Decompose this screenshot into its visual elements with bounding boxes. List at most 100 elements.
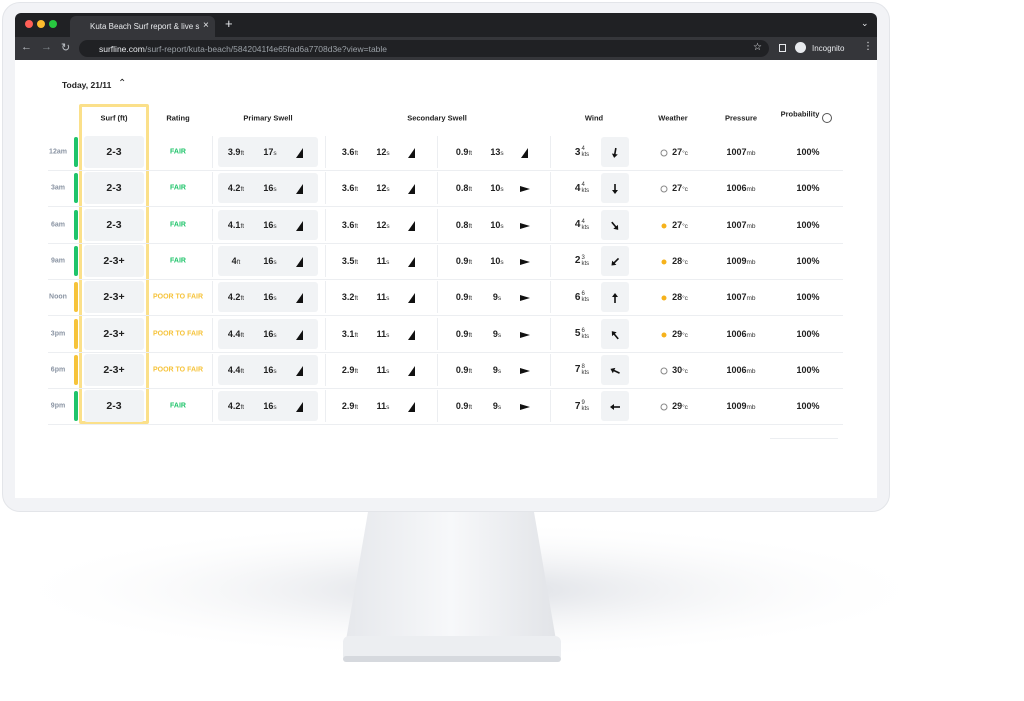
height-value: 4.2 [227,292,241,303]
tertiary-swell-direction [519,219,531,231]
secondary-swell-period: 12s [376,147,389,157]
period-unit: s [500,222,504,230]
height-unit: ft [468,150,473,157]
wind-stack: 4 kts [581,182,589,194]
maximize-dot[interactable] [49,20,57,28]
tertiary-swell-period: 9s [493,292,501,302]
pressure: 1009mb [726,256,755,266]
pressure-unit: mb [746,258,756,266]
primary-swell-height: 4.1ft [228,220,244,230]
surf-height: 2-3+ [103,363,125,376]
wind-stack: 4 kts [581,146,589,158]
period-value: 9 [492,401,498,412]
temp-value: 27 [672,183,683,194]
rating-label: POOR TO FAIR [152,366,204,374]
side-panel-button[interactable] [779,44,786,52]
height-value: 3.2 [341,292,355,303]
period-unit: s [386,367,390,375]
forward-button[interactable]: → [41,41,52,53]
tab-bar: Kuta Beach Surf report & live s × + ⌄ [15,13,877,37]
height-value: 0.9 [455,364,469,375]
secondary-swell-period: 12s [376,183,389,193]
separator [437,172,438,205]
collapse-chevron[interactable]: ⌃ [118,78,127,89]
wind-value: 4 [574,182,581,194]
temp-value: 29 [672,328,683,339]
wind-gust: 4 [581,182,585,189]
rating-bar [74,318,78,349]
separator [550,208,551,241]
profile-label[interactable]: Incognito [812,44,845,53]
pressure-value: 1007 [726,147,747,157]
tab-menu[interactable]: ⌄ [861,18,869,28]
height-value: 2.9 [341,364,355,375]
wind-stack: 3 kts [581,255,589,267]
wind-gust: 4 [581,146,585,152]
wind-arrow [609,219,621,231]
back-button[interactable]: ← [21,41,32,53]
tab-close[interactable]: × [203,20,209,31]
temperature: 28°c [672,256,688,266]
primary-swell-direction [294,364,306,376]
surf-box [84,172,144,205]
temp-unit: °c [682,331,688,339]
primary-swell-direction [294,219,306,231]
column-header: Pressure [724,113,758,123]
height-unit: ft [468,295,473,303]
column-header: Secondary Swell [407,113,467,123]
reload-button[interactable]: ↻ [61,42,71,54]
pressure-value: 1009 [726,255,747,266]
pressure-unit: mb [746,186,756,194]
height-unit: ft [240,295,245,303]
surf-height: 2-3 [106,400,122,413]
primary-swell-height: 4ft [232,256,241,266]
new-tab[interactable]: + [225,16,233,31]
period-unit: s [273,150,277,157]
tertiary-swell-period: 13s [490,147,503,157]
wind-unit: kts [581,152,590,158]
tertiary-swell-height: 0.9ft [456,365,472,375]
close-dot[interactable] [25,20,33,28]
secondary-swell-height: 2.9ft [342,401,358,411]
rating-bar [74,173,78,204]
separator [325,208,326,241]
period-unit: s [273,258,277,266]
secondary-swell-direction [406,146,418,158]
rating-bar [74,245,78,276]
separator [212,208,213,241]
temp-value: 28 [672,292,683,303]
wind-gust: 9 [581,400,585,407]
pressure-value: 1007 [726,292,747,303]
height-unit: ft [240,222,245,230]
height-value: 0.9 [455,147,469,157]
wind-speed: 2 3 kts [575,255,589,267]
tertiary-swell-direction [519,291,531,303]
row-line [48,315,843,317]
period-value: 16 [263,255,274,266]
surf-box [84,244,144,277]
info-icon[interactable] [822,113,832,123]
primary-swell-direction [294,400,306,413]
wind-unit: kts [581,297,590,304]
temperature: 27°c [672,147,688,157]
time-label: Noon [49,293,67,301]
tertiary-swell-direction [519,255,531,267]
separator [325,390,326,423]
height-value: 3.6 [341,147,355,157]
bookmark-star[interactable]: ☆ [753,42,762,53]
separator [212,172,213,205]
tab[interactable]: Kuta Beach Surf report & live s × [70,16,215,37]
date-label[interactable]: Today, 21/11 [62,80,112,90]
row-line [48,424,843,426]
omnibox[interactable]: surfline.com/surf-report/kuta-beach/5842… [79,40,769,57]
surf-box [84,208,144,241]
period-unit: s [386,331,390,339]
period-value: 9 [492,328,498,339]
primary-swell-period: 16s [263,256,276,266]
period-unit: s [497,331,502,339]
menu-button[interactable]: ⋮ [863,41,873,52]
height-unit: ft [468,404,473,412]
minimize-dot[interactable] [37,20,45,28]
tertiary-swell-direction [519,400,531,412]
